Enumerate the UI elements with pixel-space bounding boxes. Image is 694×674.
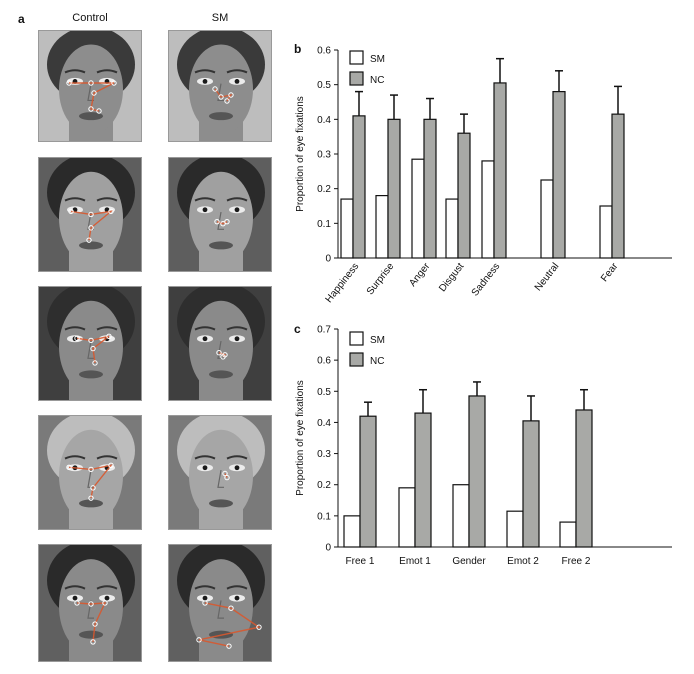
bar-sm-emot-2 [506,510,524,548]
x-category-label: Surprise [365,261,397,297]
y-tick-label: 0.4 [317,115,331,126]
y-tick-label: 0.5 [317,387,331,398]
bar-sm-anger [411,158,425,259]
y-tick-label: 0.2 [317,184,331,195]
legend-label-sm: SM [370,54,385,65]
bar-nc-fear [611,113,625,259]
bar-sm-surprise [375,195,389,259]
control-face-image-3 [38,286,142,401]
x-category-label: Sadness [470,261,503,298]
bar-sm-emot-1 [398,487,416,548]
x-category-label: Anger [407,261,433,289]
y-axis-label: Proportion of eye fixations [295,96,306,212]
x-category-label: Free 1 [346,556,375,567]
bar-sm-neutral [540,179,554,259]
bar-nc-disgust [457,132,471,259]
x-category-label: Free 2 [562,556,591,567]
bar-sm-free-2 [559,521,577,548]
y-tick-label: 0.6 [317,356,331,367]
x-category-label: Emot 1 [399,556,431,567]
y-axis-label: Proportion of eye fixations [295,380,306,496]
legend-swatch-nc [349,352,364,367]
bar-nc-gender [468,395,486,548]
bar-nc-neutral [552,90,566,259]
control-face-image-2 [38,157,142,272]
legend-swatch-nc [349,71,364,86]
sm-face-image-3 [168,286,272,401]
panel-a-letter: a [18,12,25,26]
legend-swatch-sm [349,331,364,346]
control-face-image-4 [38,415,142,530]
control-column-header: Control [72,12,108,24]
bar-sm-disgust [445,198,459,259]
bar-sm-gender [452,484,470,548]
panel-b-letter: b [294,42,302,56]
y-tick-label: 0 [325,254,331,265]
y-tick-label: 0.4 [317,418,331,429]
y-tick-label: 0 [325,543,331,554]
bar-nc-happiness [352,115,366,259]
y-tick-label: 0.7 [317,325,331,336]
bar-nc-anger [423,118,437,259]
sm-face-image-2 [168,157,272,272]
y-tick-label: 0.6 [317,46,331,57]
y-tick-label: 0.3 [317,150,331,161]
bar-nc-free-2 [575,409,593,548]
y-tick-label: 0.1 [317,511,331,522]
legend-label-nc: NC [370,75,384,86]
x-category-label: Fear [599,261,621,285]
sm-column-header: SM [211,12,229,24]
x-category-label: Neutral [533,261,562,293]
bar-nc-emot-1 [414,412,432,548]
bar-sm-happiness [340,198,354,259]
legend-swatch-sm [349,50,364,65]
panel-c-letter: c [294,322,301,336]
bar-sm-sadness [481,160,495,259]
bar-sm-free-1 [343,515,361,548]
x-category-label: Happiness [324,261,362,305]
sm-face-image-4 [168,415,272,530]
bar-nc-free-1 [359,415,377,548]
x-category-label: Gender [452,556,486,567]
sm-face-image-5 [168,544,272,662]
control-face-image-1 [38,30,142,142]
legend-label-sm: SM [370,335,385,346]
control-face-image-5 [38,544,142,662]
bar-sm-fear [599,205,613,259]
x-category-label: Disgust [437,261,466,294]
bar-nc-sadness [493,82,507,259]
y-tick-label: 0.2 [317,480,331,491]
y-tick-label: 0.1 [317,219,331,230]
bar-nc-emot-2 [522,420,540,548]
chart-c-task-fixations: Proportion of eye fixations 0 0.1 0.2 0.3 0.4… [295,325,672,567]
y-tick-label: 0.3 [317,449,331,460]
x-category-label: Emot 2 [507,556,539,567]
sm-face-image-1 [168,30,272,142]
legend-label-nc: NC [370,356,384,367]
bar-nc-surprise [387,118,401,259]
chart-b-emotion-fixations: Proportion of eye fixations 0 0.1 0.2 0.3 0.4… [295,46,672,305]
y-tick-label: 0.5 [317,80,331,91]
